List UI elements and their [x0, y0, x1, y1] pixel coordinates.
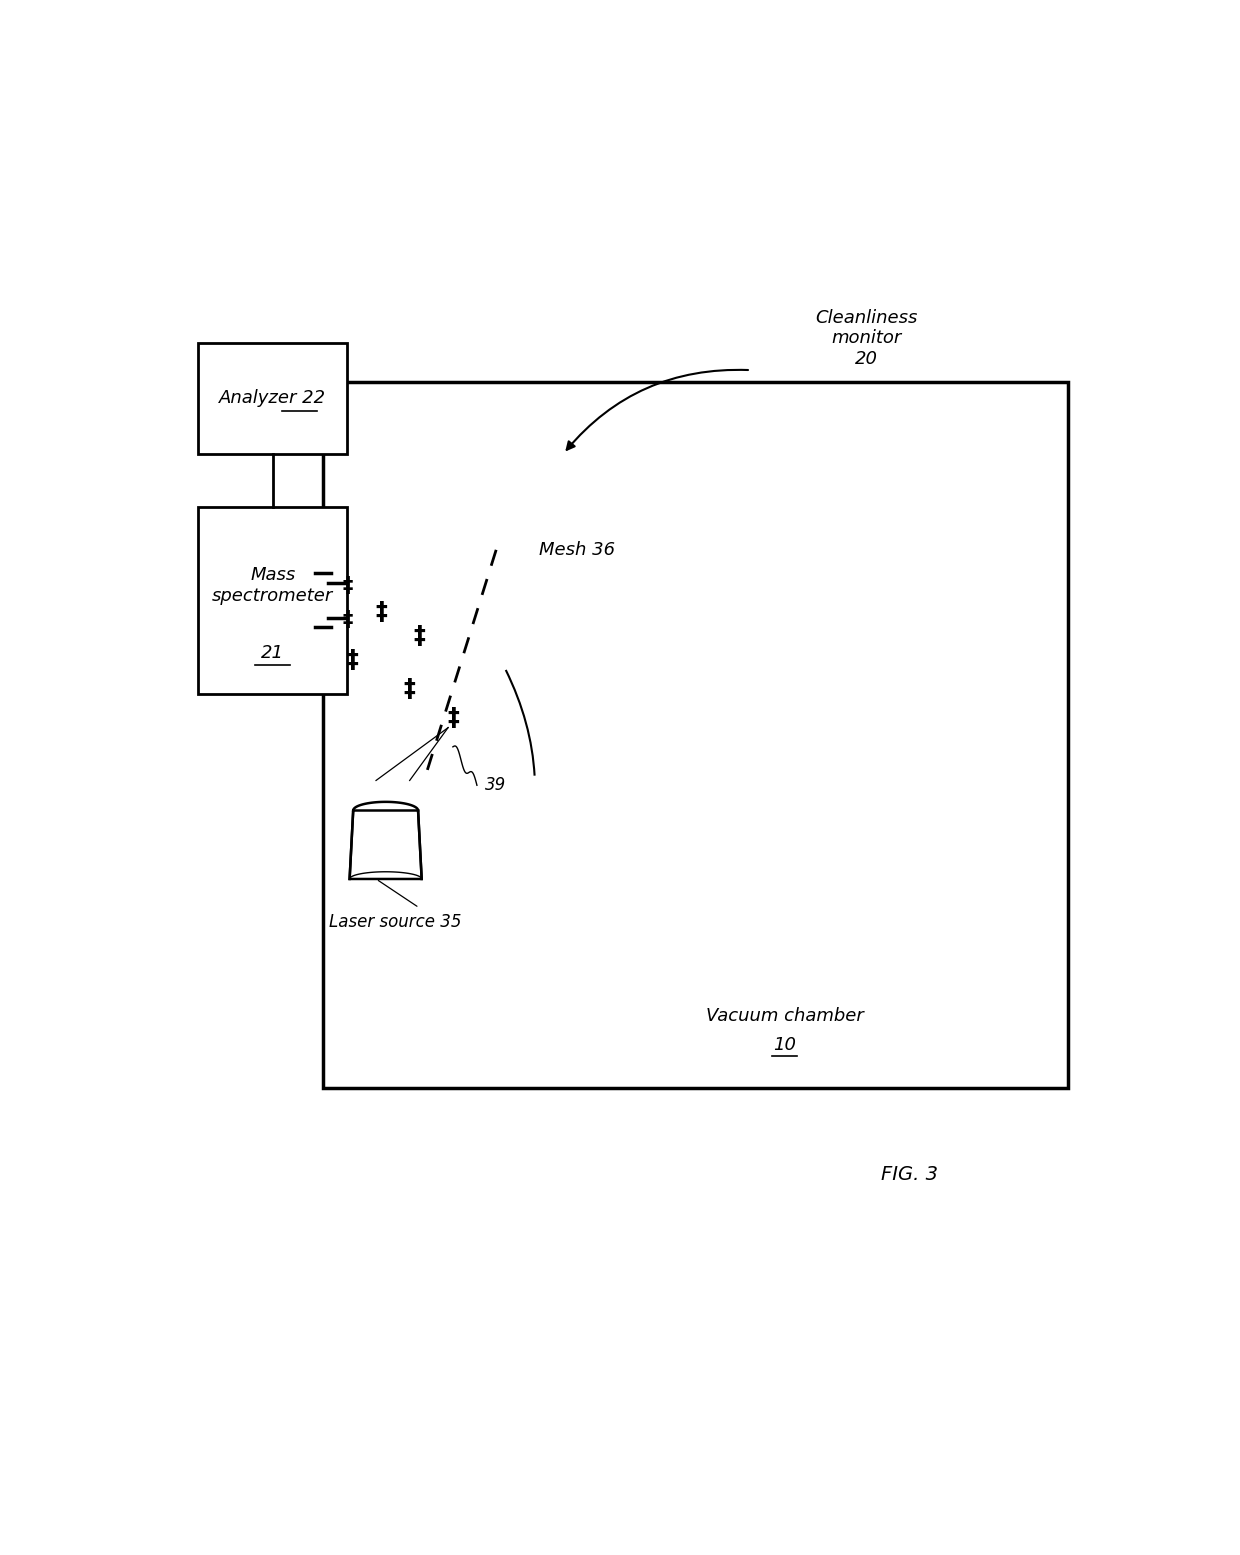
Text: 21: 21	[262, 644, 284, 662]
Text: ‡: ‡	[374, 600, 387, 624]
Bar	[324, 381, 1068, 1088]
Bar	[198, 344, 347, 454]
Text: Analyzer 22: Analyzer 22	[219, 389, 326, 407]
Polygon shape	[350, 810, 422, 879]
Bar	[198, 507, 347, 694]
Text: FIG. 3: FIG. 3	[880, 1165, 937, 1183]
Text: Cleanliness
monitor
20: Cleanliness monitor 20	[815, 308, 918, 369]
Text: ‡: ‡	[413, 624, 425, 648]
Text: ‡: ‡	[342, 575, 352, 596]
Text: Vacuum chamber: Vacuum chamber	[706, 1008, 864, 1025]
Text: ‡: ‡	[342, 610, 352, 630]
Text: 10: 10	[774, 1036, 796, 1054]
Text: ‡: ‡	[346, 648, 358, 672]
Text: Laser source 35: Laser source 35	[329, 913, 461, 930]
Text: ‡: ‡	[404, 676, 415, 701]
Text: Mass
spectrometer: Mass spectrometer	[212, 566, 334, 605]
Text: Mesh 36: Mesh 36	[539, 541, 615, 558]
Text: 39: 39	[485, 776, 506, 795]
Text: ‡: ‡	[446, 706, 459, 729]
